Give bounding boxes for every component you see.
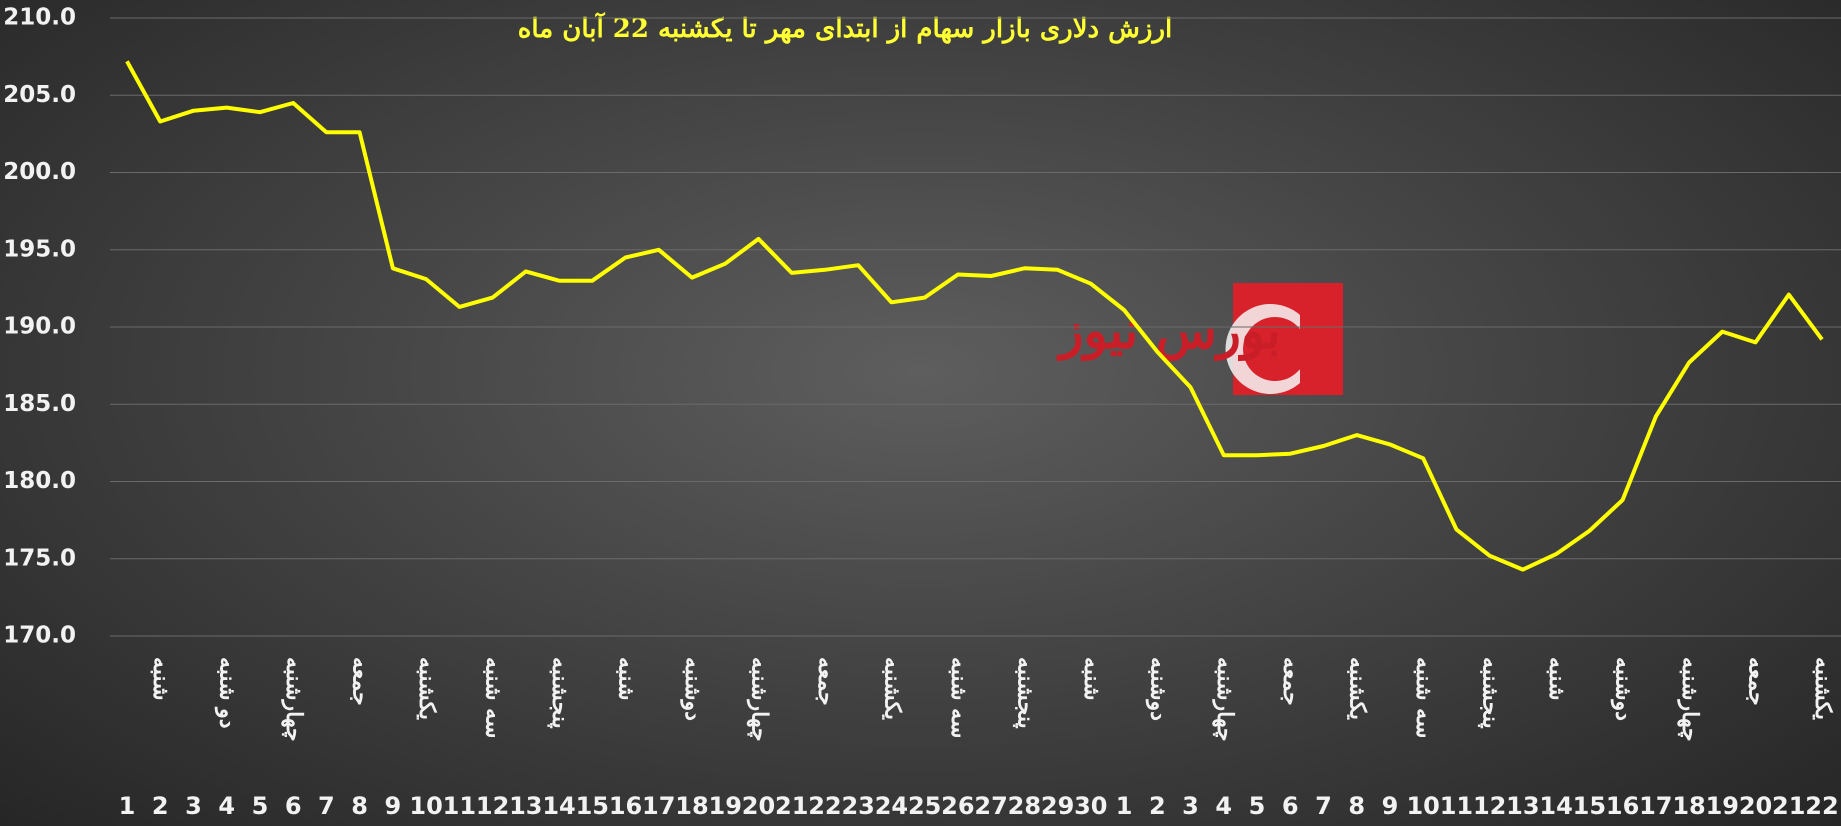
y-tick-label: 185.0 (3, 391, 76, 417)
x-tick-label: 11 (1440, 792, 1473, 820)
x-tick-label: 17 (642, 792, 675, 820)
x-tick-label: 11 (443, 792, 476, 820)
logo-arc (1291, 331, 1330, 376)
x-tick-label: 20 (1739, 792, 1772, 820)
weekday-label: پنجشنبه (1011, 657, 1038, 729)
weekday-label: یکشنبه (879, 657, 905, 720)
weekday-label: سه شنبه (481, 657, 507, 738)
y-tick-label: 190.0 (3, 314, 76, 340)
weekday-label: شنبه (1079, 657, 1105, 701)
weekday-label: شنبه (614, 657, 640, 701)
weekday-label: پنجشنبه (546, 657, 573, 729)
x-tick-label: 24 (875, 792, 908, 820)
x-tick-label: 20 (742, 792, 775, 820)
weekday-label: پنجشنبه (1477, 657, 1504, 729)
x-tick-label: 19 (1706, 792, 1739, 820)
x-tick-label: 5 (1249, 792, 1266, 820)
x-tick-label: 8 (351, 792, 368, 820)
x-tick-label: 12 (1473, 792, 1506, 820)
weekday-label: دو شنبه (215, 657, 241, 729)
x-tick-label: 7 (318, 792, 335, 820)
x-tick-label: 21 (1772, 792, 1805, 820)
x-tick-label: 14 (542, 792, 575, 820)
x-tick-label: 10 (1406, 792, 1439, 820)
weekday-label: چهارشنبه (1212, 657, 1238, 742)
weekday-label: جمعه (1278, 657, 1304, 706)
x-tick-label: 16 (609, 792, 642, 820)
weekday-label: چهارشنبه (281, 657, 307, 742)
x-tick-label: 16 (1606, 792, 1639, 820)
x-tick-label: 10 (409, 792, 442, 820)
weekday-label: یکشنبه (1810, 657, 1836, 720)
weekday-label: یکشنبه (1345, 657, 1371, 720)
x-tick-label: 28 (1008, 792, 1041, 820)
weekday-label: چهارشنبه (1677, 657, 1703, 742)
x-tick-label: 27 (974, 792, 1007, 820)
logo: بورس نیوز (1056, 283, 1343, 395)
chart-title: ارزش دلاری بازار سهام از ابتدای مهر تا ی… (518, 11, 1173, 44)
x-tick-label: 25 (908, 792, 941, 820)
x-tick-label: 13 (509, 792, 542, 820)
x-tick-label: 17 (1639, 792, 1672, 820)
x-tick-label: 21 (775, 792, 808, 820)
weekday-label: جمعه (1744, 657, 1770, 706)
x-tick-label: 26 (941, 792, 974, 820)
y-tick-label: 195.0 (3, 236, 76, 262)
weekday-label: جمعه (348, 657, 374, 706)
x-tick-label: 15 (576, 792, 609, 820)
x-tick-label: 3 (1182, 792, 1199, 820)
x-tick-label: 6 (1282, 792, 1299, 820)
x-tick-label: 19 (709, 792, 742, 820)
weekday-label: جمعه (813, 657, 839, 706)
x-tick-label: 13 (1506, 792, 1539, 820)
weekday-label: سه شنبه (946, 657, 972, 738)
x-tick-label: 22 (808, 792, 841, 820)
x-tick-label: 14 (1539, 792, 1572, 820)
x-tick-label: 29 (1041, 792, 1074, 820)
x-tick-label: 22 (1805, 792, 1838, 820)
x-tick-label: 12 (476, 792, 509, 820)
logo-text: بورس نیوز (1056, 301, 1280, 361)
x-tick-label: 23 (841, 792, 874, 820)
x-tick-label: 30 (1074, 792, 1107, 820)
x-tick-label: 18 (1672, 792, 1705, 820)
x-tick-label: 15 (1573, 792, 1606, 820)
x-tick-label: 1 (1116, 792, 1133, 820)
x-tick-label: 7 (1315, 792, 1332, 820)
x-tick-label: 1 (119, 792, 136, 820)
weekday-label: دوشنبه (1611, 657, 1637, 721)
y-tick-label: 200.0 (3, 159, 76, 185)
x-tick-label: 8 (1348, 792, 1365, 820)
x-tick-label: 4 (1215, 792, 1232, 820)
weekday-label: چهارشنبه (746, 657, 772, 742)
y-tick-label: 205.0 (3, 82, 76, 108)
x-tick-label: 9 (1382, 792, 1399, 820)
x-tick-label: 2 (1149, 792, 1166, 820)
x-tick-label: 18 (675, 792, 708, 820)
y-tick-label: 175.0 (3, 545, 76, 571)
x-tick-label: 9 (385, 792, 402, 820)
weekday-label: شنبه (1544, 657, 1570, 701)
weekday-label: شنبه (148, 657, 174, 701)
weekday-label: یکشنبه (414, 657, 440, 720)
y-tick-label: 170.0 (3, 623, 76, 649)
weekday-label: سه شنبه (1411, 657, 1437, 738)
data-line (125, 60, 1824, 572)
weekday-label: دوشنبه (680, 657, 706, 721)
y-tick-label: 180.0 (3, 468, 76, 494)
x-tick-label: 2 (152, 792, 169, 820)
x-tick-label: 6 (285, 792, 302, 820)
weekday-label: دوشنبه (1145, 657, 1171, 721)
x-tick-label: 4 (218, 792, 235, 820)
y-tick-label: 210.0 (3, 5, 76, 31)
x-tick-label: 5 (252, 792, 269, 820)
x-tick-label: 3 (185, 792, 202, 820)
